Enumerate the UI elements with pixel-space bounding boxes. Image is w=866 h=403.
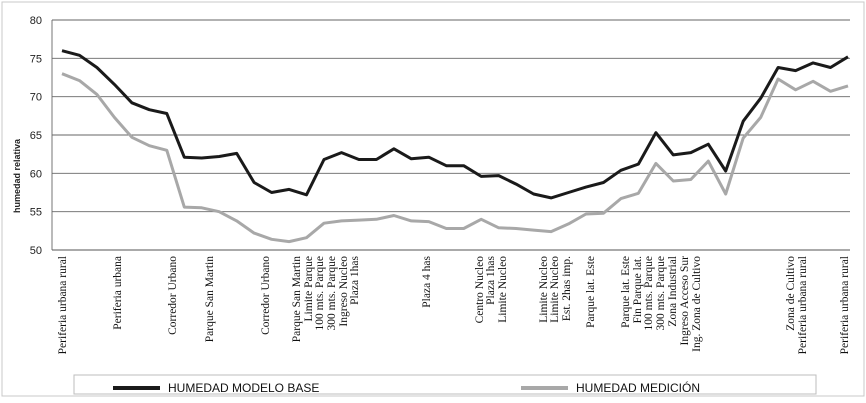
x-tick-label: Ing. Zona de Cultivo <box>691 256 703 352</box>
x-tick-label: Limite Nucleo <box>538 256 550 323</box>
legend-label-modelo-base: HUMEDAD MODELO BASE <box>168 381 319 395</box>
y-axis-label: humedad relativa <box>12 138 22 213</box>
y-tick-label: 65 <box>30 130 42 142</box>
x-tick-label: Parque San Martin <box>204 256 216 342</box>
x-tick-label: Plaza 1has <box>349 255 361 304</box>
legend: HUMEDAD MODELO BASE HUMEDAD MEDICIÓN <box>73 374 817 395</box>
x-tick-label: 100 mts. Parque <box>643 256 655 330</box>
x-tick-label: Limite Nucleo <box>549 256 561 323</box>
x-tick-label: Ingreso Nucleo <box>338 256 350 327</box>
x-tick-label: Periferia urbana rural <box>57 256 69 354</box>
x-tick-label: Corredor Urbano <box>260 256 272 335</box>
x-tick-label: Fin Parque lat. <box>632 256 644 324</box>
y-tick-label: 55 <box>30 207 42 219</box>
series-line-humedad-modelo-base <box>61 49 849 200</box>
x-tick-label: Parque lat. Este <box>620 256 632 328</box>
y-tick-label: 80 <box>30 15 42 27</box>
y-tick-label: 60 <box>30 168 42 180</box>
x-tick-labels: Periferia urbana rural Periferia urbana Co… <box>57 255 851 354</box>
x-tick-label: 300 mts. Parque <box>655 256 667 330</box>
legend-label-medicion: HUMEDAD MEDICIÓN <box>576 380 700 395</box>
y-tick-label: 50 <box>30 245 42 257</box>
y-tick-labels: 50 55 60 65 70 75 80 <box>30 15 42 257</box>
x-tick-label: Plaza 1has <box>485 255 497 304</box>
x-tick-label: Corredor Urbano <box>167 256 179 335</box>
x-tick-label: Zona Industrial <box>667 256 679 327</box>
legend-box <box>73 374 817 395</box>
series-lines <box>61 49 849 244</box>
x-tick-label: Periferia urbana <box>112 256 124 330</box>
x-tick-label: Centro Nucleo <box>474 256 486 324</box>
x-tick-label: Plaza 4 has <box>421 255 433 307</box>
x-tick-label: Limite Nucleo <box>497 256 509 323</box>
x-tick-label: Parque lat. Este <box>585 256 597 328</box>
x-tick-label: 300 mts. Parque <box>326 256 338 330</box>
series-line-humedad-medici-n <box>61 72 849 244</box>
x-tick-label: Ingreso Acceso Sur <box>679 256 691 346</box>
x-tick-label: 100 mts. Parque <box>314 256 326 330</box>
x-tick-label: Periferia urbana rural <box>839 256 851 354</box>
x-tick-label: Est. 2has imp. <box>561 256 573 321</box>
x-tick-label: Zona de Cultivo <box>785 256 797 331</box>
y-tick-label: 75 <box>30 53 42 65</box>
x-tick-label: Limite Parque <box>303 256 315 321</box>
x-tick-label: Parque San Martin <box>291 256 303 342</box>
x-tick-label: Periferia urbana rural <box>797 256 809 354</box>
gridlines <box>51 19 850 251</box>
y-tick-label: 70 <box>30 92 42 104</box>
